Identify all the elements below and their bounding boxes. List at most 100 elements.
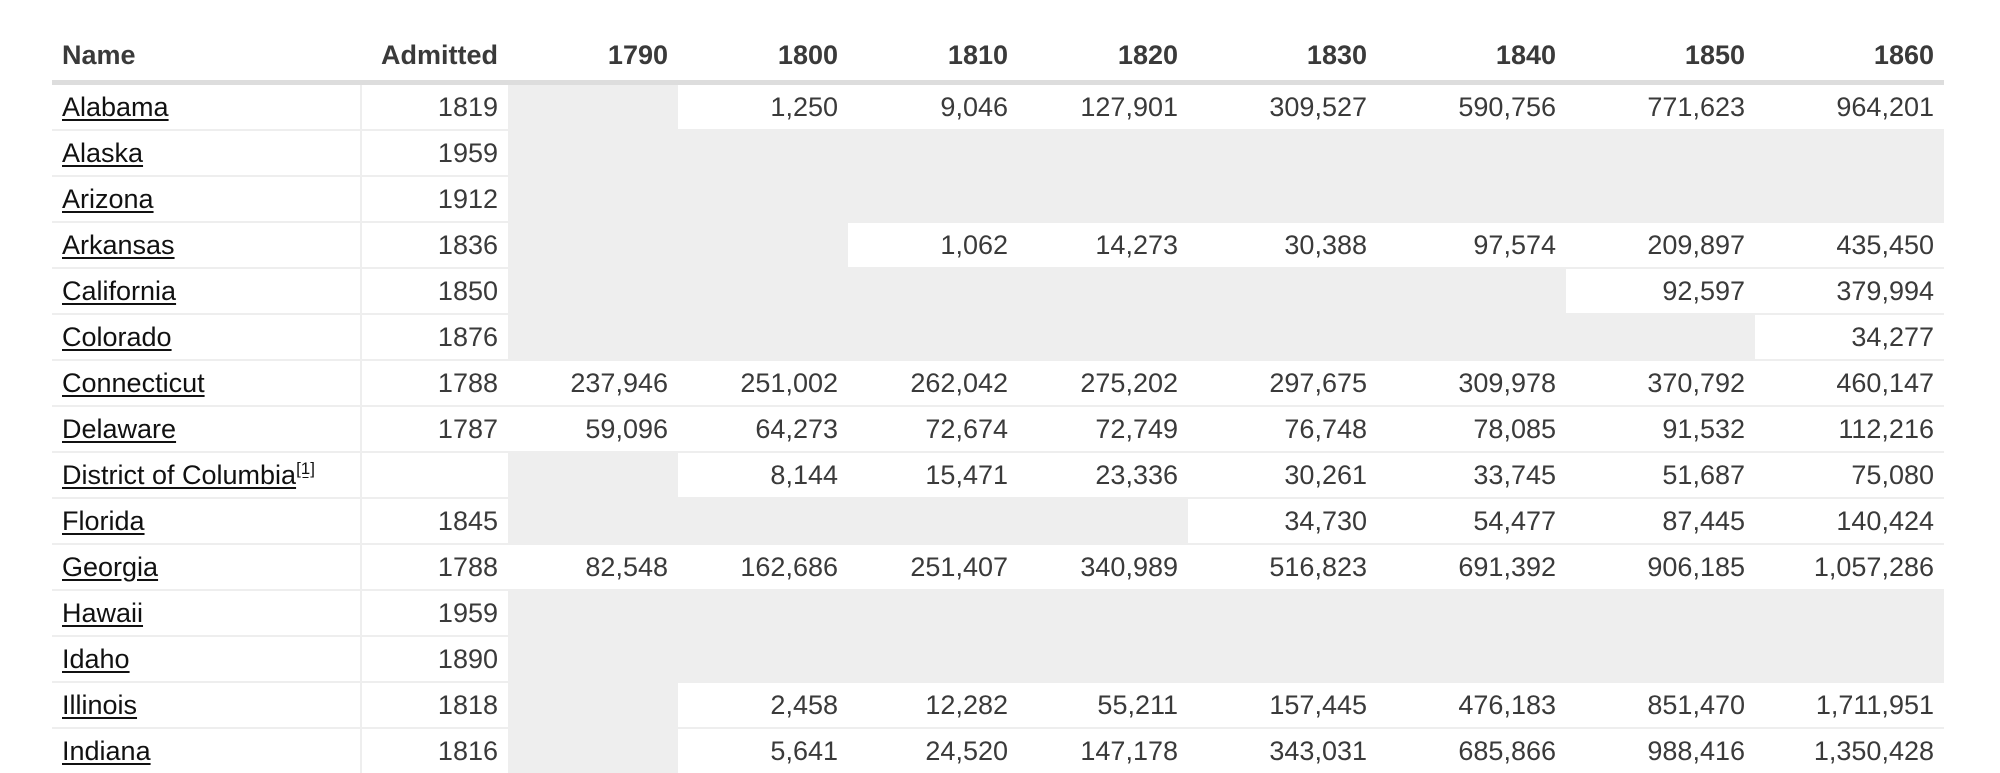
- empty-cell: [1755, 635, 1944, 682]
- empty-cell: [848, 129, 1018, 176]
- population-cell: 162,686: [678, 543, 848, 590]
- state-link[interactable]: District of Columbia: [62, 460, 297, 490]
- state-name-cell: California: [52, 267, 362, 314]
- population-cell: 91,532: [1566, 405, 1755, 452]
- empty-cell: [1755, 129, 1944, 176]
- population-cell: 140,424: [1755, 497, 1944, 544]
- empty-cell: [848, 267, 1018, 314]
- population-cell: 97,574: [1377, 221, 1566, 268]
- column-header-1800[interactable]: 1800: [678, 30, 848, 85]
- empty-cell: [678, 497, 848, 544]
- empty-cell: [508, 727, 678, 773]
- population-cell: 209,897: [1566, 221, 1755, 268]
- population-cell: 691,392: [1377, 543, 1566, 590]
- population-cell: 370,792: [1566, 359, 1755, 406]
- empty-cell: [508, 81, 678, 130]
- column-header-1820[interactable]: 1820: [1018, 30, 1188, 85]
- state-link[interactable]: Illinois: [62, 689, 138, 720]
- population-cell: 1,250: [678, 81, 848, 130]
- population-cell: 34,730: [1188, 497, 1377, 544]
- population-cell: 34,277: [1755, 313, 1944, 360]
- state-name-cell: Hawaii: [52, 589, 362, 636]
- population-cell: 112,216: [1755, 405, 1944, 452]
- empty-cell: [1018, 635, 1188, 682]
- column-header-1840[interactable]: 1840: [1377, 30, 1566, 85]
- population-cell: 590,756: [1377, 81, 1566, 130]
- population-cell: 72,749: [1018, 405, 1188, 452]
- empty-cell: [1377, 129, 1566, 176]
- footnote-link[interactable]: [1]: [296, 459, 315, 478]
- state-name-cell: Georgia: [52, 543, 362, 590]
- population-cell: 24,520: [848, 727, 1018, 773]
- empty-cell: [1377, 175, 1566, 222]
- empty-cell: [1566, 129, 1755, 176]
- column-header-name[interactable]: Name: [52, 30, 361, 85]
- population-cell: 988,416: [1566, 727, 1755, 773]
- population-cell: 33,745: [1377, 451, 1566, 498]
- state-link[interactable]: Arizona: [62, 183, 154, 214]
- empty-cell: [1188, 589, 1377, 636]
- column-header-1810[interactable]: 1810: [848, 30, 1018, 85]
- population-cell: 51,687: [1566, 451, 1755, 498]
- state-name-cell: Alabama: [52, 81, 362, 130]
- empty-cell: [1018, 175, 1188, 222]
- column-header-1790[interactable]: 1790: [508, 30, 678, 85]
- state-name-cell: Florida: [52, 497, 362, 544]
- empty-cell: [678, 267, 848, 314]
- state-link[interactable]: Georgia: [62, 551, 159, 582]
- state-name-cell: Alaska: [52, 129, 362, 176]
- population-cell: 1,350,428: [1755, 727, 1944, 773]
- empty-cell: [1377, 589, 1566, 636]
- population-cell: 476,183: [1377, 681, 1566, 728]
- column-header-1860[interactable]: 1860: [1755, 30, 1944, 85]
- population-cell: 55,211: [1018, 681, 1188, 728]
- empty-cell: [1188, 267, 1377, 314]
- population-cell: 15,471: [848, 451, 1018, 498]
- empty-cell: [1566, 589, 1755, 636]
- population-cell: 851,470: [1566, 681, 1755, 728]
- state-link[interactable]: Alabama: [62, 91, 169, 122]
- population-cell: 685,866: [1377, 727, 1566, 773]
- empty-cell: [678, 175, 848, 222]
- column-header-1830[interactable]: 1830: [1188, 30, 1377, 85]
- state-link[interactable]: Idaho: [62, 643, 130, 674]
- state-link[interactable]: Connecticut: [62, 367, 205, 398]
- state-link[interactable]: Florida: [62, 505, 145, 536]
- admitted-cell: 1876: [361, 313, 508, 360]
- population-cell: 157,445: [1188, 681, 1377, 728]
- state-name-cell: Colorado: [52, 313, 362, 360]
- empty-cell: [508, 175, 678, 222]
- empty-cell: [848, 635, 1018, 682]
- admitted-cell: 1836: [361, 221, 508, 268]
- population-cell: 12,282: [848, 681, 1018, 728]
- empty-cell: [1755, 589, 1944, 636]
- state-link[interactable]: Indiana: [62, 735, 151, 766]
- state-link[interactable]: Hawaii: [62, 597, 144, 628]
- empty-cell: [678, 589, 848, 636]
- empty-cell: [848, 175, 1018, 222]
- state-name-cell: Delaware: [52, 405, 362, 452]
- population-cell: 127,901: [1018, 81, 1188, 130]
- column-header-admitted[interactable]: Admitted: [361, 30, 508, 85]
- empty-cell: [508, 221, 678, 268]
- state-link[interactable]: Colorado: [62, 321, 172, 352]
- header-row: Name Admitted 1790 1800 1810 1820 1830 1840 1850…: [52, 30, 1944, 85]
- population-cell: 275,202: [1018, 359, 1188, 406]
- empty-cell: [508, 635, 678, 682]
- state-link[interactable]: Arkansas: [62, 229, 175, 260]
- state-link[interactable]: Alaska: [62, 137, 144, 168]
- state-link[interactable]: Delaware: [62, 413, 177, 444]
- column-header-1850[interactable]: 1850: [1566, 30, 1755, 85]
- population-cell: 30,388: [1188, 221, 1377, 268]
- admitted-cell: 1959: [361, 129, 508, 176]
- state-link[interactable]: California: [62, 275, 177, 306]
- population-cell: 771,623: [1566, 81, 1755, 130]
- empty-cell: [508, 267, 678, 314]
- population-cell: 516,823: [1188, 543, 1377, 590]
- population-cell: 297,675: [1188, 359, 1377, 406]
- population-cell: 2,458: [678, 681, 848, 728]
- admitted-cell: 1788: [361, 359, 508, 406]
- empty-cell: [848, 497, 1018, 544]
- population-table: Name Admitted 1790 1800 1810 1820 1830 1840 1850…: [52, 30, 1944, 773]
- state-name-cell: Arizona: [52, 175, 362, 222]
